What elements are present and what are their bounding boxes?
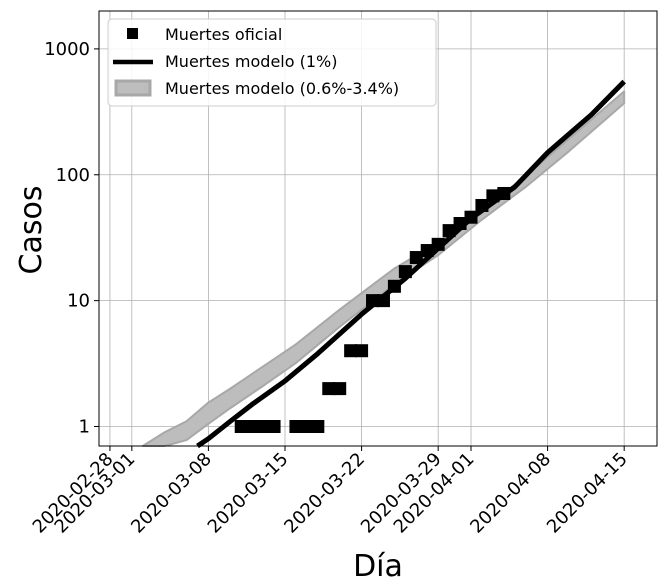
official-death-marker [245,420,259,434]
official-death-marker [464,210,478,224]
legend-band-swatch [114,79,152,97]
official-death-marker [333,382,347,396]
official-death-marker [344,344,358,358]
official-death-marker [475,198,489,212]
official-death-marker [486,189,500,203]
official-death-marker [431,237,445,251]
x-axis-label: Día [353,549,403,584]
official-death-marker [409,251,423,265]
official-death-marker [355,344,369,358]
legend-marker-square [127,28,138,39]
official-death-marker [267,420,281,434]
y-tick-label: 1000 [44,39,90,60]
official-death-marker [322,382,336,396]
legend-box [107,18,437,107]
official-death-marker [256,420,270,434]
plot-frame [98,10,658,447]
official-death-marker [366,294,380,308]
x-axis-ticks: 2020-02-282020-03-012020-03-082020-03-15… [29,446,632,538]
legend-label-band: Muertes modelo (0.6%-3.4%) [165,79,399,98]
legend-label-official: Muertes oficial [165,25,282,44]
official-death-marker [420,244,434,258]
official-death-marker [453,217,467,231]
x-tick-label: 2020-03-08 [127,449,216,538]
legend: Muertes oficial Muertes modelo (1%) Muer… [107,18,437,107]
x-tick-label: 2020-03-15 [204,449,293,538]
official-death-marker [497,186,511,200]
y-tick-label: 1 [79,417,90,438]
marker-layer [234,186,511,434]
y-tick-label: 100 [56,165,90,186]
official-death-marker [300,420,314,434]
official-death-marker [289,420,303,434]
official-death-marker [234,420,248,434]
y-axis-ticks: 1 10 100 1000 [44,39,99,438]
official-death-marker [311,420,325,434]
x-tick-label: 2020-04-15 [543,449,632,538]
legend-label-model: Muertes modelo (1%) [165,52,337,71]
official-death-marker [442,224,456,238]
official-death-marker [376,294,390,308]
x-tick-label: 2020-04-08 [466,449,555,538]
y-tick-label: 10 [67,291,90,312]
model-band-area [141,90,626,447]
x-tick-label: 2020-03-22 [280,449,369,538]
official-death-marker [387,279,401,293]
official-death-marker [398,265,412,279]
band-layer [141,90,626,447]
y-axis-label: Casos [14,186,49,275]
